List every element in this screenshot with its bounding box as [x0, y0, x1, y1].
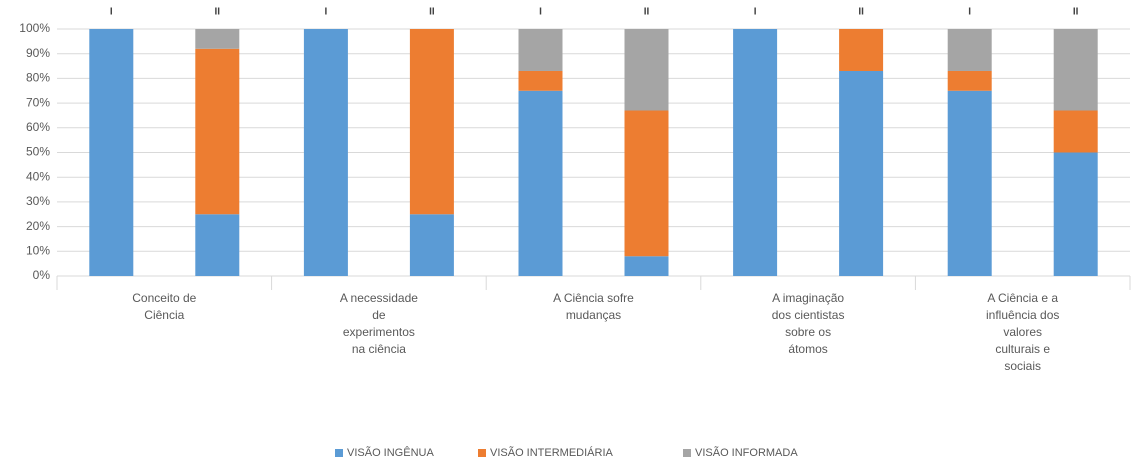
group-label: culturais e [995, 342, 1050, 356]
bar-segment [947, 29, 992, 71]
group-label: na ciência [352, 342, 406, 356]
group-label: Conceito de [132, 291, 196, 305]
bar-label: I [754, 7, 757, 18]
bar-segment [303, 29, 348, 276]
bar-segment [1053, 29, 1098, 111]
bar-segment [518, 90, 563, 276]
bar-label: I [968, 7, 971, 18]
group-label: valores [1003, 325, 1042, 339]
group-label: de [372, 308, 386, 322]
y-tick-label: 80% [26, 71, 50, 85]
legend-swatch [335, 449, 343, 457]
bar-segment [518, 70, 563, 91]
legend-label: VISÃO INGÊNUA [347, 446, 434, 459]
bar-segment [947, 70, 992, 91]
bar-segment [195, 214, 240, 276]
bar-segment [89, 29, 134, 276]
y-tick-label: 50% [26, 145, 50, 159]
bar-label: II [1073, 7, 1079, 18]
bar-segment [839, 29, 884, 71]
group-label: A imaginação [772, 291, 844, 305]
bar-segment [1053, 152, 1098, 276]
bar-label: II [644, 7, 650, 18]
legend-label: VISÃO INFORMADA [695, 446, 798, 459]
bar-label: I [110, 7, 113, 18]
y-tick-label: 70% [26, 95, 50, 109]
bar-label: I [325, 7, 328, 18]
y-tick-label: 20% [26, 219, 50, 233]
y-tick-label: 0% [33, 268, 51, 282]
bar-segment [624, 110, 669, 257]
y-tick-label: 40% [26, 169, 50, 183]
group-label: mudanças [566, 308, 621, 322]
bar-label: I [539, 7, 542, 18]
bar-segment [733, 29, 778, 276]
bar-segment [195, 29, 240, 49]
y-tick-label: 10% [26, 243, 50, 257]
bar-segment [1053, 110, 1098, 153]
group-label: dos cientistas [772, 308, 845, 322]
bar-segment [624, 256, 669, 276]
bar-segment [518, 29, 563, 71]
bar-label: II [429, 7, 435, 18]
legend-swatch [478, 449, 486, 457]
bar-segment [195, 48, 240, 215]
legend-label: VISÃO INTERMEDIÁRIA [490, 446, 614, 459]
group-label: influência dos [986, 308, 1059, 322]
bar-label: II [215, 7, 221, 18]
bar-segment [409, 214, 454, 276]
group-label: Ciência [144, 308, 184, 322]
y-tick-label: 90% [26, 46, 50, 60]
group-label: A necessidade [340, 291, 418, 305]
y-tick-label: 100% [19, 21, 50, 35]
legend-swatch [683, 449, 691, 457]
bar-segment [409, 29, 454, 215]
group-label: experimentos [343, 325, 415, 339]
group-label: sociais [1004, 359, 1041, 373]
group-label: sobre os [785, 325, 831, 339]
bar-segment [839, 70, 884, 277]
bar-label: II [858, 7, 864, 18]
bar-segment [947, 90, 992, 276]
bar-segment [624, 29, 669, 111]
y-tick-label: 30% [26, 194, 50, 208]
group-label: átomos [788, 342, 827, 356]
group-label: A Ciência e a [987, 291, 1058, 305]
group-label: A Ciência sofre [553, 291, 634, 305]
y-tick-label: 60% [26, 120, 50, 134]
